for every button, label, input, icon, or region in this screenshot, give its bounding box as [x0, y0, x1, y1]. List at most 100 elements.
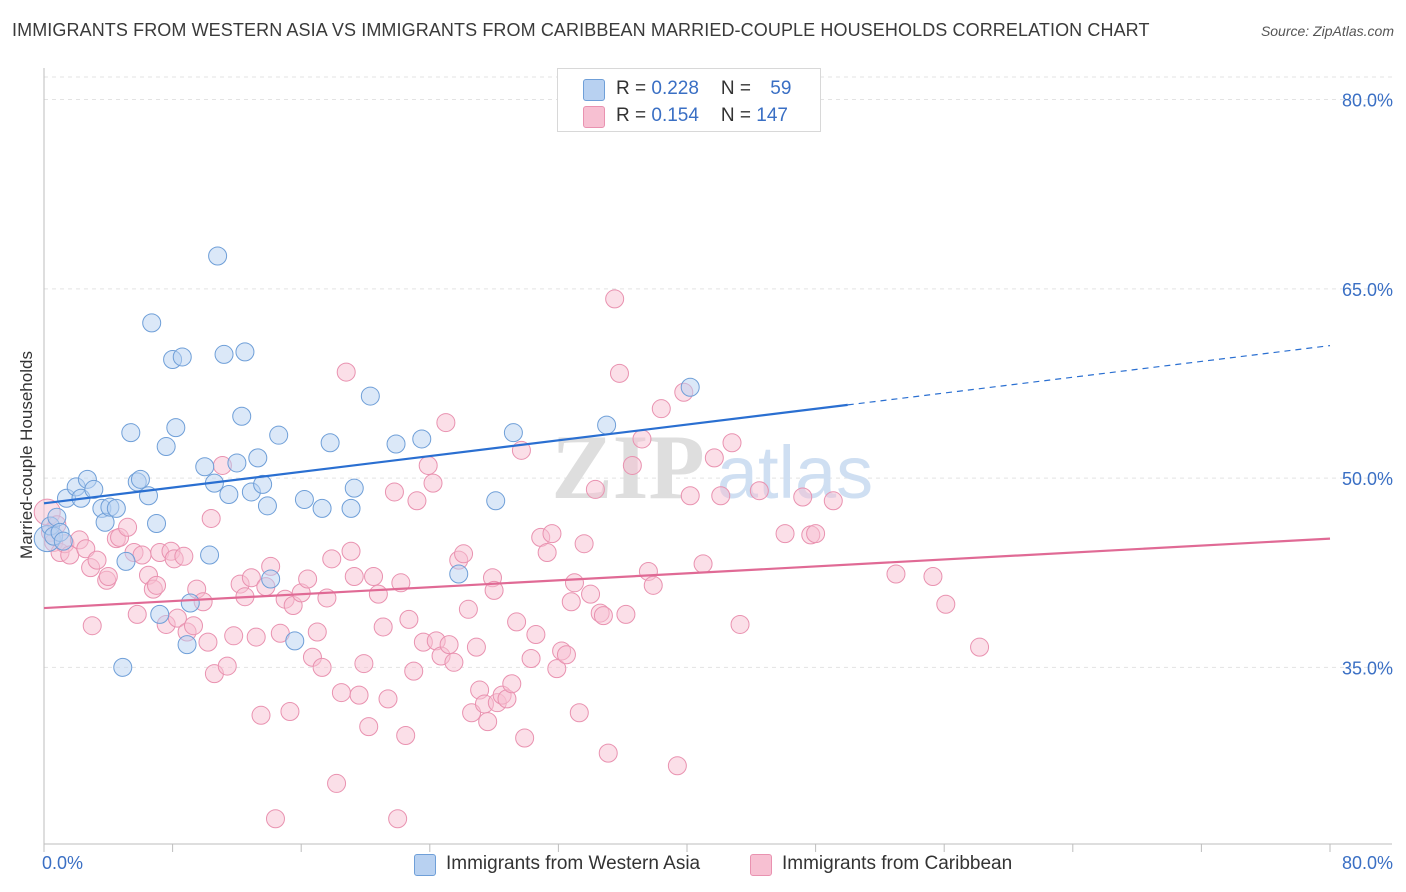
pink-point: [82, 616, 102, 636]
pink-point: [466, 637, 486, 657]
legend-n-value: 59: [770, 78, 792, 99]
pink-point: [458, 599, 478, 619]
pink-point: [246, 627, 266, 647]
pink-point: [241, 568, 261, 588]
pink-point: [574, 534, 594, 554]
pink-point: [547, 659, 567, 679]
blue-point: [412, 429, 432, 449]
pink-point: [407, 491, 427, 511]
x-tick-label-max: 80.0%: [1342, 853, 1393, 873]
blue-point: [285, 631, 305, 651]
blue-point: [116, 551, 136, 571]
pink-point: [331, 683, 351, 703]
pink-point: [127, 604, 147, 624]
pink-point: [312, 657, 332, 677]
pink-point: [265, 809, 285, 829]
series-legend: Immigrants from Western Asia Immigrants …: [0, 852, 1406, 878]
pink-point: [667, 756, 687, 776]
legend-label-western-asia: Immigrants from Western Asia: [446, 853, 701, 874]
blue-point: [84, 479, 104, 499]
blue-series: [33, 246, 700, 677]
pink-point: [224, 626, 244, 646]
blue-point: [294, 490, 314, 510]
blue-point: [341, 498, 361, 518]
pink-point: [704, 448, 724, 468]
pink-point: [502, 674, 522, 694]
pink-point: [399, 609, 419, 629]
pink-point: [581, 584, 601, 604]
trend-lines: [43, 344, 1331, 610]
pink-point: [537, 543, 557, 563]
blue-point: [177, 635, 197, 655]
pink-point: [605, 289, 625, 309]
pink-point: [76, 539, 96, 559]
blue-point: [214, 344, 234, 364]
blue-point: [386, 434, 406, 454]
legend-row-blue: R = 0.228 N = 59: [558, 77, 820, 103]
pink-point: [526, 625, 546, 645]
pink-point: [693, 554, 713, 574]
pink-point: [349, 685, 369, 705]
blue-trend-line: [43, 403, 848, 505]
y-axis-label: Married-couple Households: [17, 351, 36, 559]
pink-point: [378, 689, 398, 709]
pink-point: [775, 524, 795, 544]
blue-point: [503, 423, 523, 443]
pink-point: [507, 612, 527, 632]
pink-point: [298, 569, 318, 589]
pink-point: [970, 637, 990, 657]
pink-point: [439, 635, 459, 655]
blue-point: [360, 386, 380, 406]
legend-r-value: 0.228: [651, 78, 699, 99]
blue-point: [680, 377, 700, 397]
pink-point: [749, 481, 769, 501]
pink-point: [322, 549, 342, 569]
pink-point: [217, 656, 237, 676]
blue-point: [235, 342, 255, 362]
blue-trend-extension: [847, 344, 1331, 406]
pink-point: [564, 573, 584, 593]
pink-point: [542, 524, 562, 544]
legend-text-blue: R = 0.228 N = 59: [616, 78, 791, 100]
legend-swatch-pink: [583, 106, 605, 128]
pink-point: [936, 594, 956, 614]
blue-point: [312, 498, 332, 518]
pink-point: [280, 702, 300, 722]
pink-point: [622, 455, 642, 475]
pink-point: [183, 616, 203, 636]
legend-swatch-blue: [414, 854, 436, 876]
pink-point: [373, 617, 393, 637]
y-tick-label: 80.0%: [1342, 91, 1393, 111]
legend-swatch-pink: [750, 854, 772, 876]
pink-point: [327, 773, 347, 793]
pink-point: [396, 725, 416, 745]
axes: [43, 68, 1392, 852]
pink-point: [484, 580, 504, 600]
blue-point: [261, 569, 281, 589]
pink-point: [404, 661, 424, 681]
blue-point: [344, 478, 364, 498]
pink-point: [632, 429, 652, 449]
pink-point: [174, 546, 194, 566]
legend-r-label: R =: [616, 105, 652, 126]
pink-point: [722, 433, 742, 453]
blue-point: [142, 313, 162, 333]
pink-point: [384, 482, 404, 502]
pink-point: [711, 486, 731, 506]
stats-legend: R = 0.228 N = 59 R = 0.154 N = 147: [557, 68, 821, 132]
blue-point: [248, 448, 268, 468]
pink-point: [454, 544, 474, 564]
legend-row-pink: R = 0.154 N = 147: [558, 104, 820, 130]
blue-point: [130, 469, 150, 489]
pink-point: [87, 550, 107, 570]
blue-point: [150, 604, 170, 624]
blue-point: [227, 453, 247, 473]
legend-text-pink: R = 0.154 N = 147: [616, 105, 788, 127]
pink-point: [823, 491, 843, 511]
x-tick-label-min: 0.0%: [42, 853, 83, 873]
pink-point: [556, 645, 576, 665]
pink-point: [521, 649, 541, 669]
blue-point: [53, 531, 73, 551]
pink-point: [886, 564, 906, 584]
pink-point: [341, 541, 361, 561]
